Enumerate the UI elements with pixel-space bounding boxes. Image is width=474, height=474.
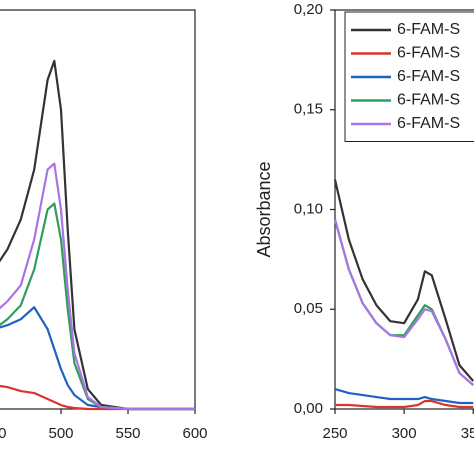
series-line [0,384,195,411]
series-line [335,399,474,409]
legend-label: 6-FAM-S [397,115,460,132]
series-line [334,387,474,405]
legend-label: 6-FAM-S [397,92,460,109]
panel: 250 300 350 0,00 0,05 0,10 0,15 0,20 Absorbance 6… [254,1,474,442]
legend-label: 6-FAM-S [397,21,460,38]
series-line [333,219,474,386]
legend: 6-FAM-S 6-FAM-S 6-FAM-S 6-FAM-S 6-FAM-S [344,11,474,142]
series-line [0,162,195,411]
series-line [0,202,195,411]
y-tick-label: 0,15 [294,101,323,118]
y-tick-label: 0,20 [294,1,323,18]
x-tick-label: 250 [322,425,347,442]
y-axis-label: Absorbance [254,161,274,257]
x-tick-label: 550 [115,425,140,442]
x-tick-label: 500 [48,425,73,442]
legend-label: 6-FAM-S [397,45,460,62]
x-tick-label: 300 [392,425,417,442]
y-tick-label: 0,10 [294,200,323,217]
series-line [333,179,474,382]
legend-label: 6-FAM-S [397,68,460,85]
series-line [0,306,195,411]
x-tick-label: 350 [461,425,474,442]
y-tick-label: 0,00 [294,400,323,417]
series-line [0,59,195,411]
panel: 450 500 550 600 [0,9,208,442]
plot-frame [0,9,196,410]
x-tick-label: 450 [0,425,7,442]
series-line [333,219,474,386]
x-tick-label: 600 [182,425,207,442]
y-tick-label: 0,05 [294,300,323,317]
